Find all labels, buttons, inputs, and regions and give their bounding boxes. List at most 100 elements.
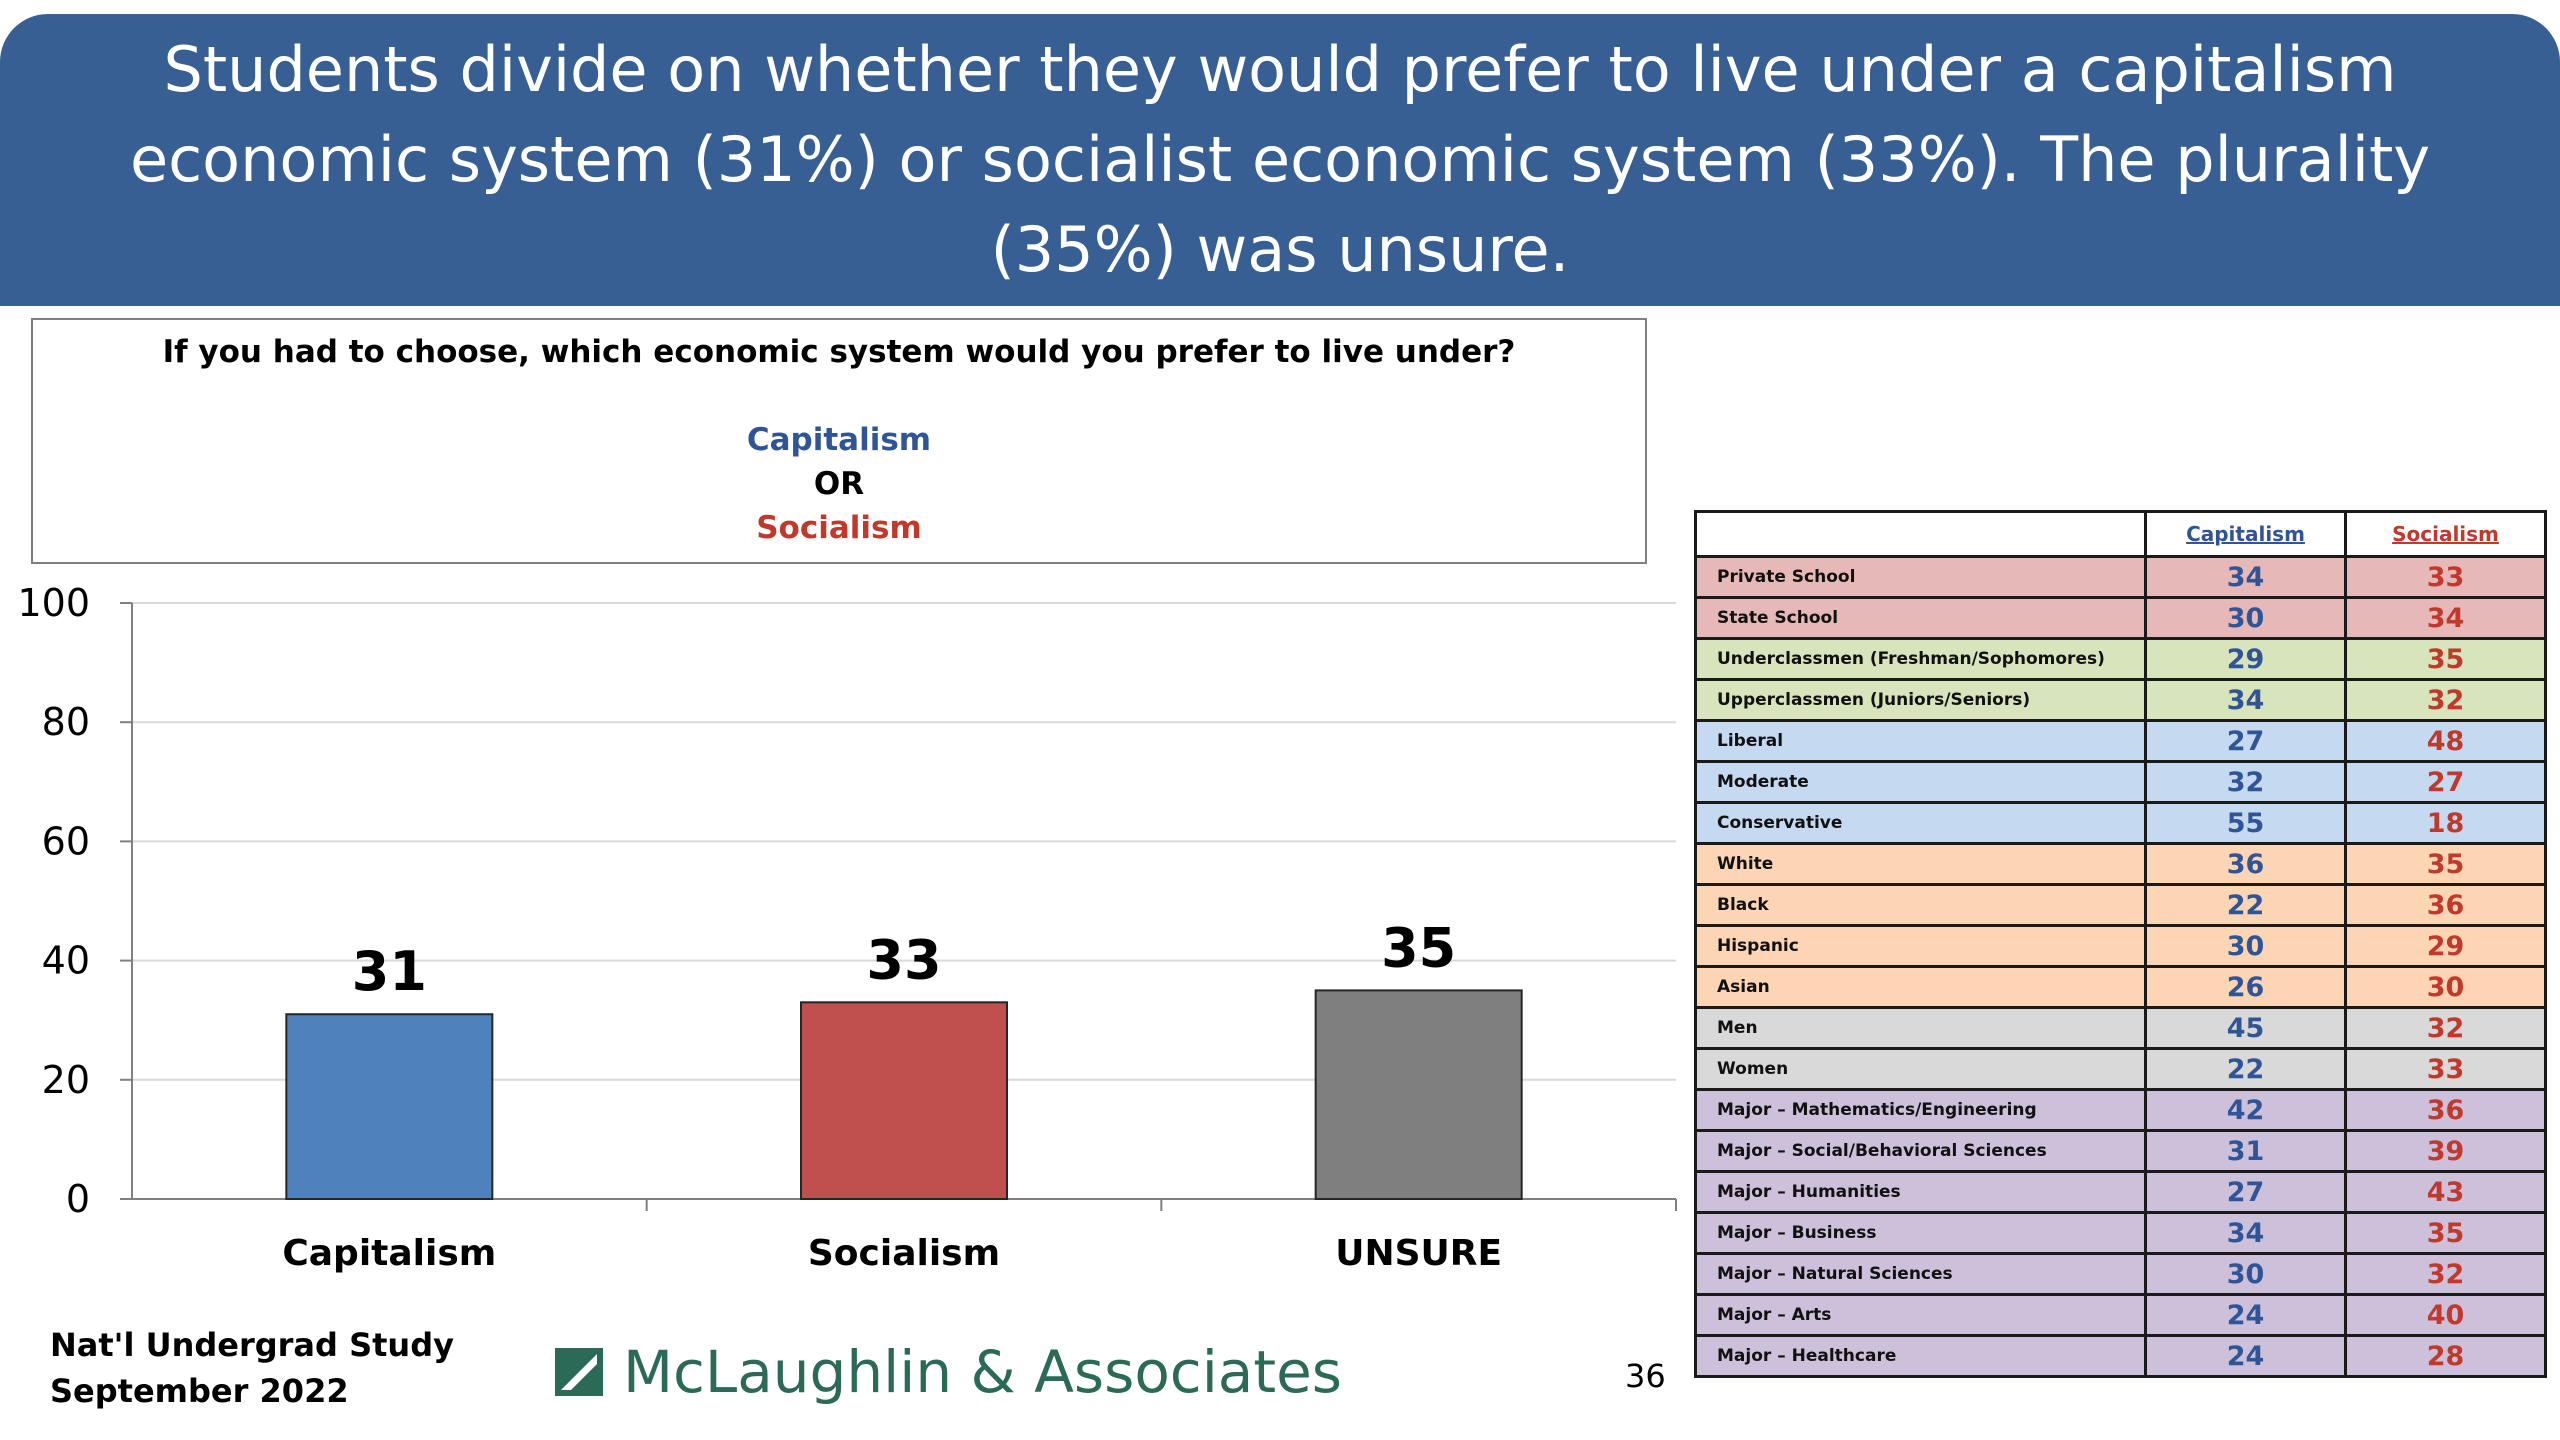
- crosstab-capitalism-value: 26: [2144, 965, 2347, 1009]
- chart-bars: [285, 989, 1523, 1200]
- y-tick-label: 80: [42, 700, 90, 744]
- study-info: Nat'l Undergrad Study September 2022: [50, 1322, 454, 1414]
- crosstab-socialism-value: 35: [2344, 637, 2547, 681]
- crosstab-row: Men 45 32: [1694, 1006, 2547, 1050]
- crosstab-socialism-value: 43: [2344, 1170, 2547, 1214]
- crosstab-row: Major – Business 34 35: [1694, 1211, 2547, 1255]
- crosstab-row: Conservative 55 18: [1694, 801, 2547, 845]
- crosstab-socialism-value: 32: [2344, 1252, 2547, 1296]
- bar-value-label: 31: [352, 940, 427, 1003]
- crosstab-socialism-value: 33: [2344, 1047, 2547, 1091]
- bar-value-label: 35: [1381, 916, 1456, 979]
- crosstab-row-label: Asian: [1694, 965, 2147, 1009]
- crosstab-capitalism-value: 34: [2144, 678, 2347, 722]
- crosstab-socialism-value: 29: [2344, 924, 2547, 968]
- crosstab-body: Private School 34 33 State School 30 34 Underc…: [1694, 555, 2547, 1378]
- crosstab-socialism-value: 40: [2344, 1293, 2547, 1337]
- y-tick-label: 40: [42, 939, 90, 983]
- y-tick-label: 0: [66, 1177, 90, 1221]
- bar-value-label: 33: [866, 928, 941, 991]
- question-text: If you had to choose, which economic sys…: [162, 334, 1516, 370]
- crosstab-header-blank: [1694, 510, 2147, 558]
- crosstab-row: Major – Arts 24 40: [1694, 1293, 2547, 1337]
- crosstab-row-label: Moderate: [1694, 760, 2147, 804]
- category-label: Socialism: [808, 1233, 1000, 1274]
- crosstab-row: Asian 26 30: [1694, 965, 2547, 1009]
- crosstab-capitalism-value: 30: [2144, 1252, 2347, 1296]
- crosstab-socialism-value: 32: [2344, 1006, 2547, 1050]
- crosstab-socialism-value: 36: [2344, 883, 2547, 927]
- crosstab-row: Major – Humanities 27 43: [1694, 1170, 2547, 1214]
- crosstab-capitalism-value: 32: [2144, 760, 2347, 804]
- crosstab-capitalism-value: 31: [2144, 1129, 2347, 1173]
- crosstab-row: Moderate 32 27: [1694, 760, 2547, 804]
- category-label: UNSURE: [1335, 1233, 1502, 1274]
- crosstab-row: Private School 34 33: [1694, 555, 2547, 599]
- crosstab-capitalism-value: 22: [2144, 883, 2347, 927]
- crosstab-row-label: Major – Natural Sciences: [1694, 1252, 2147, 1296]
- crosstab-row-label: Major – Mathematics/Engineering: [1694, 1088, 2147, 1132]
- crosstab-socialism-value: 36: [2344, 1088, 2547, 1132]
- y-tick-label: 100: [17, 581, 90, 625]
- crosstab-row: Major – Social/Behavioral Sciences 31 39: [1694, 1129, 2547, 1173]
- crosstab-header-socialism: Socialism: [2344, 510, 2547, 558]
- crosstab-socialism-value: 30: [2344, 965, 2547, 1009]
- crosstab-socialism-value: 28: [2344, 1334, 2547, 1378]
- crosstab-row-label: Hispanic: [1694, 924, 2147, 968]
- crosstab-socialism-value: 35: [2344, 842, 2547, 886]
- crosstab-row: Underclassmen (Freshman/Sophomores) 29 35: [1694, 637, 2547, 681]
- crosstab-row-label: White: [1694, 842, 2147, 886]
- bar: [800, 1001, 1008, 1200]
- crosstab-socialism-value: 35: [2344, 1211, 2547, 1255]
- crosstab-socialism-value: 33: [2344, 555, 2547, 599]
- crosstab-row-label: Women: [1694, 1047, 2147, 1091]
- crosstab-socialism-value: 48: [2344, 719, 2547, 763]
- bar: [285, 1013, 494, 1200]
- crosstab-row-label: Upperclassmen (Juniors/Seniors): [1694, 678, 2147, 722]
- crosstab-capitalism-value: 30: [2144, 596, 2347, 640]
- crosstab-row-label: Major – Humanities: [1694, 1170, 2147, 1214]
- crosstab-row-label: Black: [1694, 883, 2147, 927]
- crosstab-capitalism-value: 24: [2144, 1293, 2347, 1337]
- crosstab-socialism-value: 18: [2344, 801, 2547, 845]
- crosstab-row: State School 30 34: [1694, 596, 2547, 640]
- chart-labels: 31 Capitalism 33 Socialism 35 UNSURE: [282, 916, 1502, 1274]
- mclaughlin-logo-icon: [555, 1348, 603, 1396]
- crosstab-row-label: Men: [1694, 1006, 2147, 1050]
- crosstab-row: White 36 35: [1694, 842, 2547, 886]
- question-box: If you had to choose, which economic sys…: [31, 318, 1647, 564]
- crosstab-row: Black 22 36: [1694, 883, 2547, 927]
- study-date: September 2022: [50, 1372, 349, 1410]
- y-tick-label: 20: [42, 1058, 90, 1102]
- crosstab-row: Hispanic 30 29: [1694, 924, 2547, 968]
- option-or: OR: [813, 466, 865, 502]
- crosstab-row: Major – Healthcare 24 28: [1694, 1334, 2547, 1378]
- header-banner: Students divide on whether they would pr…: [0, 14, 2560, 306]
- crosstab-capitalism-value: 55: [2144, 801, 2347, 845]
- crosstab-capitalism-value: 45: [2144, 1006, 2347, 1050]
- crosstab-row-label: Major – Healthcare: [1694, 1334, 2147, 1378]
- crosstab-row: Women 22 33: [1694, 1047, 2547, 1091]
- crosstab-row-label: Private School: [1694, 555, 2147, 599]
- slide-title: Students divide on whether they would pr…: [129, 33, 2431, 286]
- crosstab-row: Liberal 27 48: [1694, 719, 2547, 763]
- crosstab-capitalism-value: 30: [2144, 924, 2347, 968]
- crosstab-row-label: Major – Business: [1694, 1211, 2147, 1255]
- crosstab-socialism-value: 27: [2344, 760, 2547, 804]
- crosstab-capitalism-value: 22: [2144, 1047, 2347, 1091]
- crosstab-capitalism-value: 36: [2144, 842, 2347, 886]
- company-name: McLaughlin & Associates: [623, 1338, 1342, 1406]
- crosstab-header-row: Capitalism Socialism: [1694, 510, 2547, 558]
- crosstab-row-label: Major – Arts: [1694, 1293, 2147, 1337]
- crosstab-socialism-value: 34: [2344, 596, 2547, 640]
- crosstab-row: Major – Natural Sciences 30 32: [1694, 1252, 2547, 1296]
- crosstab-capitalism-value: 34: [2144, 555, 2347, 599]
- bar: [1314, 989, 1523, 1200]
- option-socialism: Socialism: [756, 510, 922, 546]
- crosstab-capitalism-value: 29: [2144, 637, 2347, 681]
- crosstab-socialism-value: 39: [2344, 1129, 2547, 1173]
- page-number: 36: [1625, 1357, 1666, 1395]
- crosstab-row: Major – Mathematics/Engineering 42 36: [1694, 1088, 2547, 1132]
- company-logo: McLaughlin & Associates: [555, 1338, 1342, 1406]
- crosstab-capitalism-value: 27: [2144, 1170, 2347, 1214]
